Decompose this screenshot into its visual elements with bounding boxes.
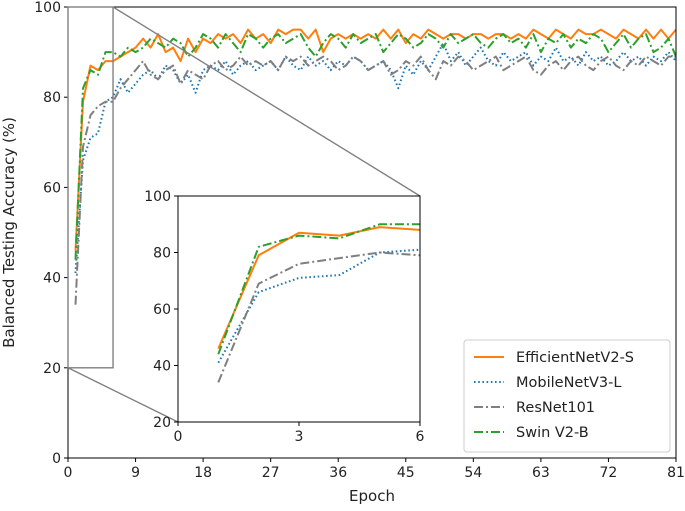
zoom-connector-top (112, 6, 421, 197)
main-x-tick-label: 63 (532, 465, 550, 481)
main-x-tick-label: 0 (64, 465, 73, 481)
legend-entry-label: ResNet101 (516, 400, 595, 416)
main-x-tick-label: 36 (329, 465, 347, 481)
legend-frame (463, 339, 671, 453)
inset-series-swin-v2-b (217, 223, 420, 355)
main-y-tick-label: 80 (43, 90, 61, 106)
main-x-tick-label: 27 (262, 465, 280, 481)
zoom-connector-lines (67, 6, 421, 423)
main-x-tick-label: 81 (667, 465, 685, 481)
zoom-connector-bottom (67, 367, 179, 423)
main-x-tick-label: 72 (600, 465, 618, 481)
main-y-tick-label: 0 (52, 451, 61, 467)
main-y-axis-label: Balanced Testing Accuracy (%) (0, 117, 18, 348)
legend: EfficientNetV2-S MobileNetV3-L ResNet101 Sw… (463, 339, 671, 453)
zoom-region-box (67, 6, 114, 369)
inset-y-tick-label: 80 (153, 246, 171, 262)
main-x-tick-label: 18 (194, 465, 212, 481)
inset-x-tick-label: 3 (295, 429, 304, 445)
legend-entry-label: EfficientNetV2-S (516, 350, 634, 366)
main-y-tick-label: 40 (43, 271, 61, 287)
main-series-efficientnetv2-s (74, 28, 676, 251)
inset-series-mobilenetv3-l (217, 248, 420, 364)
main-y-tick-label: 100 (34, 0, 61, 16)
main-x-tick-label: 45 (397, 465, 415, 481)
main-x-tick-label: 9 (131, 465, 140, 481)
inset-y-tick-label: 100 (144, 189, 171, 205)
inset-series-group (217, 223, 420, 383)
legend-entry-label: Swin V2-B (516, 425, 589, 441)
inset-x-tick-label: 0 (174, 429, 183, 445)
main-series-mobilenetv3-l (74, 42, 676, 274)
inset-series-resnet101 (217, 251, 420, 383)
inset-x-tick-label: 6 (416, 429, 425, 445)
inset-plot-area: 0 3 6 20 40 60 80 100 (144, 189, 424, 445)
main-x-axis-label: Epoch (349, 487, 395, 505)
legend-entry-label: MobileNetV3-L (516, 375, 621, 391)
inset-y-tick-label: 20 (153, 415, 171, 431)
inset-series-efficientnetv2-s (217, 226, 420, 349)
main-y-tick-label: 20 (43, 361, 61, 377)
inset-background (178, 196, 420, 422)
main-x-tick-label: 54 (464, 465, 482, 481)
main-series-group (74, 28, 676, 305)
inset-y-tick-label: 40 (153, 359, 171, 375)
inset-y-tick-label: 60 (153, 302, 171, 318)
main-y-tick-label: 60 (43, 180, 61, 196)
main-series-swin-v2-b (74, 33, 676, 260)
